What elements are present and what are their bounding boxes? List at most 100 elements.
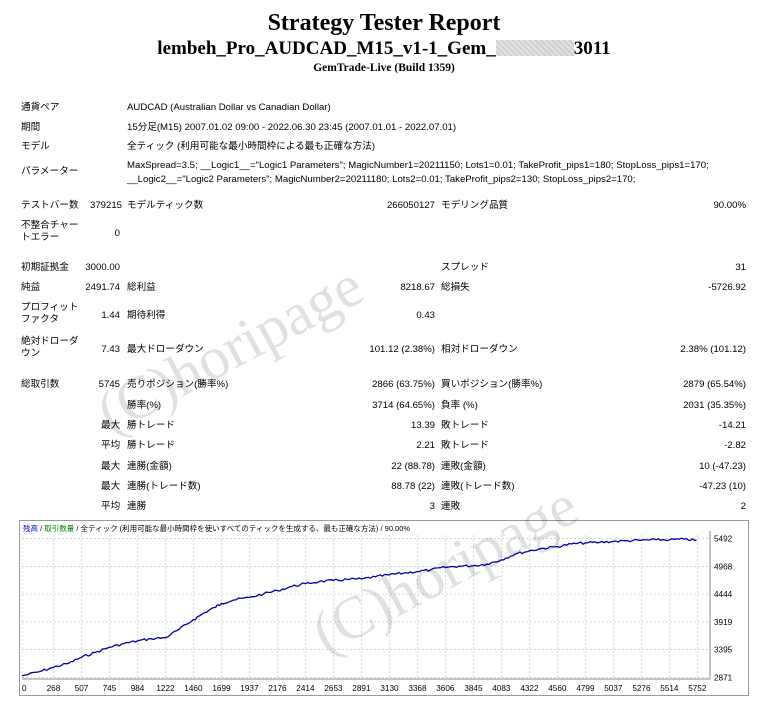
cons-wins-trades-value: 88.78 (22) (391, 481, 435, 492)
spread-label: スプレッド (441, 262, 489, 273)
y-tick-label: 5492 (714, 535, 733, 544)
max-cons-label: 最大 (101, 461, 121, 472)
pair-value: AUDCAD (Australian Dollar vs Canadian Do… (127, 102, 331, 113)
x-tick-label: 5037 (604, 684, 623, 693)
gross-loss-value: -5726.92 (708, 282, 746, 293)
x-tick-label: 4322 (520, 684, 539, 693)
x-tick-label: 3368 (408, 684, 427, 693)
legend-quality: 90.00% (384, 524, 411, 533)
expected-value: 0.43 (416, 310, 435, 321)
loss-pct-label: 負率 (%) (441, 400, 478, 411)
x-tick-label: 2653 (324, 684, 343, 693)
average-label: 平均 (101, 440, 121, 451)
pair-label: 通貨ペア (21, 102, 60, 113)
gross-profit-value: 8218.67 (400, 282, 435, 293)
params-line-1: MaxSpread=3.5; __Logic1__="Logic1 Parame… (127, 160, 709, 171)
y-tick-label: 2871 (714, 673, 733, 682)
mismatch-label: 不整合チャートエラー (21, 220, 79, 243)
ea-name-suffix: 3011 (573, 38, 611, 59)
x-tick-label: 1699 (212, 684, 231, 693)
largest-label: 最大 (101, 420, 121, 431)
cons-wins-money-value: 22 (88.78) (391, 461, 435, 472)
avg-cons-wins-label: 連勝 (127, 501, 147, 512)
legend-model: 全ティック (利用可能な最小時間枠を使いすべてのティックを生成する、最も正確な方… (80, 524, 379, 533)
ea-name: lembeh_Pro_AUDCAD_M15_v1-1_Gem_ 3011 (0, 38, 768, 60)
model-label: モデル (21, 141, 50, 152)
loss-pct-value: 2031 (35.35%) (683, 400, 746, 411)
x-tick-label: 745 (103, 684, 117, 693)
x-tick-label: 3845 (464, 684, 483, 693)
y-tick-label: 4444 (714, 590, 733, 599)
redacted-block (495, 40, 574, 56)
gross-profit-label: 総利益 (127, 282, 156, 293)
avg-loss-label: 敗トレード (441, 440, 489, 451)
params-line-2: __Logic2__="Logic2 Parameters"; MagicNum… (127, 174, 636, 185)
net-label: 純益 (21, 282, 41, 293)
abs-dd-value: 7.43 (101, 344, 120, 355)
legend-sep-3: / (378, 524, 385, 533)
cons-losses-money-value: 10 (-47.23) (699, 461, 746, 472)
cons-wins-trades-label: 連勝(トレード数) (127, 481, 201, 492)
max-cons-trades-label: 最大 (101, 481, 121, 492)
short-label: 売りポジション(勝率%) (127, 379, 229, 390)
x-tick-label: 4560 (548, 684, 567, 693)
x-tick-label: 2891 (352, 684, 371, 693)
rel-dd-value: 2.38% (101.12) (680, 344, 746, 355)
legend-sep-1: / (38, 524, 45, 533)
x-tick-label: 0 (22, 684, 27, 693)
x-tick-label: 5276 (632, 684, 651, 693)
x-tick-label: 2176 (268, 684, 287, 693)
x-tick-label: 4083 (492, 684, 511, 693)
avg-win-value: 2.21 (416, 440, 435, 451)
x-tick-label: 1222 (156, 684, 175, 693)
x-tick-label: 5514 (660, 684, 679, 693)
x-tick-label: 984 (131, 684, 145, 693)
avg-cons-label: 平均 (101, 501, 121, 512)
x-tick-label: 268 (47, 684, 61, 693)
ea-name-prefix: lembeh_Pro_AUDCAD_M15_v1-1_Gem_ (157, 38, 496, 59)
largest-win-value: 13.39 (410, 420, 435, 431)
abs-dd-label: 絶対ドローダウン (21, 336, 79, 359)
largest-win-label: 勝トレード (127, 420, 175, 431)
spread-value: 31 (735, 262, 746, 273)
win-pct-label: 勝率(%) (127, 400, 162, 411)
platform-build: GemTrade-Live (Build 1359) (313, 62, 455, 74)
chart-legend: 残高 / 取引数量 / 全ティック (利用可能な最小時間枠を使いすべてのティック… (23, 524, 410, 533)
x-tick-label: 5752 (688, 684, 707, 693)
pf-label: プロフィットファクタ (21, 302, 79, 325)
ticks-label: モデルティック数 (127, 200, 204, 211)
chart-svg: 0 268 507 745 984 1222 1460 1699 1937 2176 2414 265… (21, 531, 733, 693)
avg-cons-wins-value: 3 (429, 501, 435, 512)
y-tick-label: 3919 (714, 618, 733, 627)
model-value: 全ティック (利用可能な最小時間枠による最も正確な方法) (127, 141, 376, 152)
report-title: Strategy Tester Report (267, 10, 501, 36)
balance-line (21, 537, 697, 677)
win-pct-value: 3714 (64.65%) (372, 400, 435, 411)
bars-value: 379215 (89, 200, 122, 211)
gross-loss-label: 総損失 (441, 282, 470, 293)
x-tick-label: 3130 (380, 684, 399, 693)
long-label: 買いポジション(勝率%) (441, 379, 543, 390)
bars-label: テストバー数 (21, 200, 79, 211)
ticks-value: 266050127 (386, 200, 435, 211)
max-dd-label: 最大ドローダウン (127, 344, 204, 355)
deposit-value: 3000.00 (85, 262, 120, 273)
cons-losses-trades-value: -47.23 (10) (699, 481, 746, 492)
params-label: パラメーター (21, 166, 79, 177)
x-tick-label: 507 (75, 684, 89, 693)
trades-label: 総取引数 (21, 379, 60, 390)
legend-volume: 取引数量 (44, 524, 75, 533)
legend-sep-2: / (74, 524, 81, 533)
pf-value: 1.44 (101, 310, 120, 321)
quality-label: モデリング品質 (441, 200, 509, 211)
largest-loss-label: 敗トレード (441, 420, 489, 431)
expected-label: 期待利得 (127, 310, 166, 321)
y-tick-label: 3395 (714, 646, 733, 655)
cons-wins-money-label: 連勝(金額) (127, 461, 172, 472)
avg-cons-losses-label: 連敗 (441, 501, 461, 512)
deposit-label: 初期証拠金 (21, 262, 69, 273)
period-label: 期間 (21, 122, 41, 133)
x-tick-label: 1937 (240, 684, 259, 693)
avg-cons-losses-value: 2 (740, 501, 746, 512)
rel-dd-label: 相対ドローダウン (441, 344, 518, 355)
